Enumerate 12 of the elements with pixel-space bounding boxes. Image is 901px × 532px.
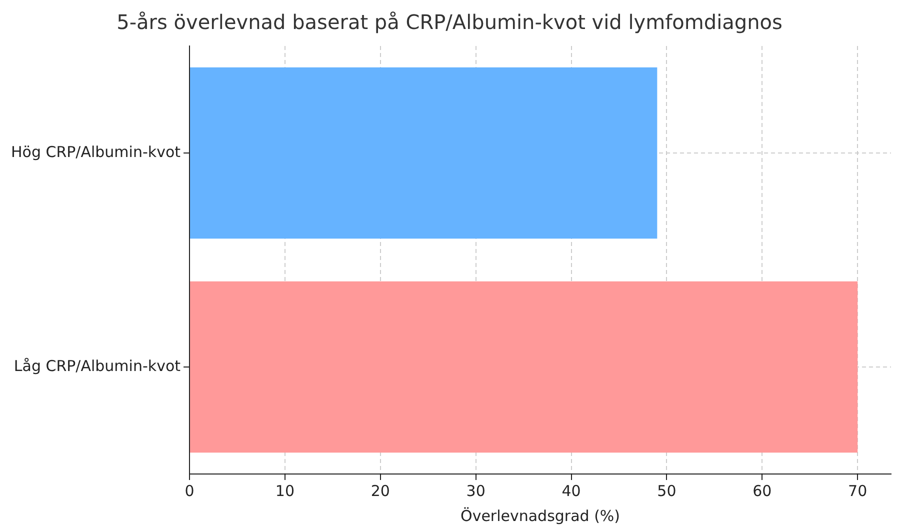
- x-tick-label: 50: [657, 482, 676, 500]
- x-tick-label: 30: [466, 482, 486, 500]
- x-axis-title: Överlevnadsgrad (%): [460, 506, 620, 525]
- x-tick-label: 10: [275, 482, 295, 500]
- x-tick-label: 20: [370, 482, 390, 500]
- y-tick-label: Låg CRP/Albumin-kvot: [14, 356, 181, 375]
- x-tick-label: 40: [562, 482, 581, 500]
- x-tick-label: 70: [848, 482, 868, 500]
- chart-title: 5-års överlevnad baserat på CRP/Albumin-kvot vid lymfomdiagnos: [116, 10, 782, 34]
- x-tick-label: 0: [184, 482, 194, 500]
- x-tick-label: 60: [752, 482, 772, 500]
- y-tick-label: Hög CRP/Albumin-kvot: [10, 142, 181, 161]
